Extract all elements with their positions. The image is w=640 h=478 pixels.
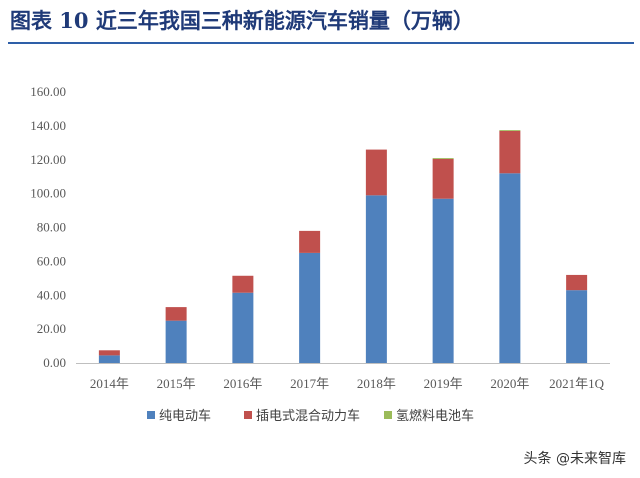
bar-segment-2	[232, 275, 254, 293]
bar-segment-1	[566, 290, 588, 363]
bar-segment-1	[499, 173, 521, 363]
y-tick-label: 60.00	[37, 253, 66, 268]
bar-segment-2	[299, 230, 321, 253]
x-tick-label: 2019年	[424, 376, 463, 391]
bar-segment-2	[432, 158, 454, 199]
bar-segment-3	[499, 130, 521, 131]
y-tick-label: 40.00	[37, 287, 66, 302]
x-axis: 2014年 2015年 2016年 2017年 2018年 2019年 2020年 2021年…	[76, 363, 610, 391]
bar-segment-2	[365, 149, 387, 196]
y-tick-label: 160.00	[30, 84, 66, 99]
y-axis: 0.00 20.00 40.00 60.00 80.00 100.00 120.00 140.…	[30, 84, 66, 370]
legend-swatch	[244, 411, 252, 419]
watermark: 头条 @未来智库	[523, 451, 626, 467]
bars	[98, 130, 588, 363]
bar-segment-1	[432, 198, 454, 363]
bar-segment-1	[299, 252, 321, 363]
legend-swatch	[147, 411, 155, 419]
page-title: 图表 10 近三年我国三种新能源汽车销量（万辆）	[10, 8, 474, 33]
x-tick-label: 2020年	[490, 376, 529, 391]
x-tick-label: 2017年	[290, 376, 329, 391]
y-tick-label: 0.00	[43, 355, 66, 370]
y-tick-label: 100.00	[30, 186, 66, 201]
title-divider	[8, 42, 634, 44]
bar-segment-2	[566, 274, 588, 291]
bar-segment-3	[432, 158, 454, 159]
y-tick-label: 140.00	[30, 118, 66, 133]
x-tick-label: 2014年	[90, 376, 129, 391]
x-tick-label: 2015年	[157, 376, 196, 391]
x-tick-label: 2021年1Q	[549, 376, 605, 391]
x-tick-label: 2018年	[357, 376, 396, 391]
legend: 纯电动车 插电式混合动力车 氢燃料电池车	[147, 408, 474, 424]
y-tick-label: 80.00	[37, 220, 66, 235]
bar-segment-2	[499, 130, 521, 174]
bar-segment-2	[98, 350, 120, 356]
bar-segment-1	[365, 195, 387, 363]
x-tick-label: 2016年	[223, 376, 262, 391]
y-tick-label: 20.00	[37, 321, 66, 336]
y-tick-label: 120.00	[30, 152, 66, 167]
legend-label: 氢燃料电池车	[396, 408, 474, 424]
legend-label: 纯电动车	[159, 408, 211, 424]
legend-swatch	[384, 411, 392, 419]
legend-label: 插电式混合动力车	[256, 408, 360, 424]
bar-segment-2	[165, 307, 187, 321]
bar-segment-1	[165, 320, 187, 363]
bar-segment-1	[232, 292, 254, 363]
bar-segment-1	[98, 355, 120, 363]
